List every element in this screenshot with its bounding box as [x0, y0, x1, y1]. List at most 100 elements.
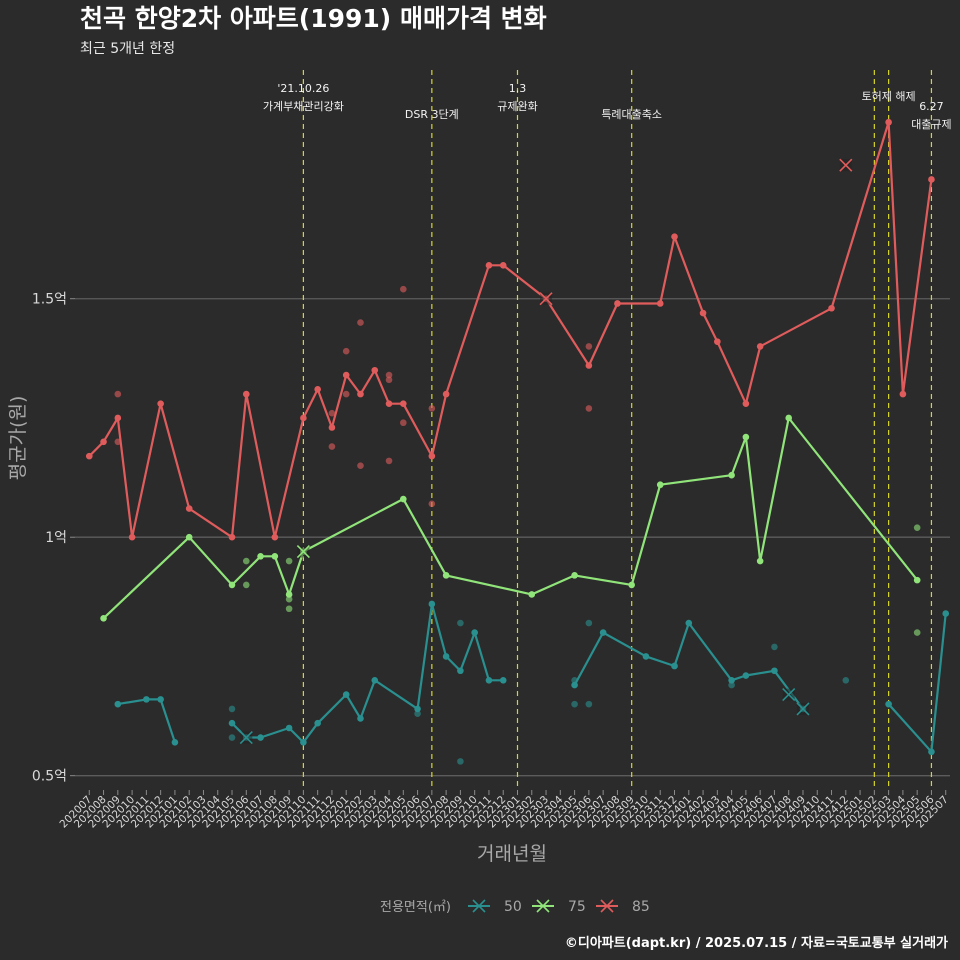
- line-point: [756, 343, 764, 350]
- data-point: [571, 700, 578, 708]
- data-point: [342, 390, 350, 398]
- data-point: [585, 700, 593, 708]
- data-point: [771, 643, 778, 651]
- line-point: [414, 705, 421, 713]
- line-point: [257, 552, 264, 560]
- data-point: [585, 619, 593, 627]
- line-point: [671, 233, 678, 241]
- line-point: [257, 734, 264, 741]
- line-point: [143, 696, 150, 703]
- cancelled-mark: [796, 702, 810, 716]
- line-point: [656, 481, 664, 489]
- grid-lines: [75, 298, 950, 777]
- line-point: [742, 672, 750, 679]
- series-75: [100, 414, 921, 636]
- y-tick-label: 1억: [45, 530, 67, 546]
- series-line: [231, 602, 504, 744]
- line-point: [714, 338, 721, 345]
- data-point: [342, 347, 350, 355]
- data-point: [457, 619, 464, 627]
- line-point: [913, 576, 921, 584]
- line-point: [300, 739, 307, 746]
- line-point: [114, 414, 122, 422]
- line-point: [228, 581, 236, 589]
- line-point: [357, 390, 364, 398]
- x-axis-title: 거래년월: [477, 843, 547, 865]
- data-point: [913, 524, 921, 531]
- line-point: [928, 176, 935, 183]
- line-point: [742, 400, 750, 407]
- legend-item-50: 50: [468, 899, 522, 915]
- line-point: [228, 719, 236, 727]
- line-point: [942, 610, 950, 617]
- data-point: [585, 405, 593, 412]
- line-point: [442, 653, 450, 660]
- chart-caption: ©디아파트(dapt.kr) / 2025.07.15 / 자료=국토교통부 실…: [565, 935, 948, 951]
- event-label: 특례대출축소: [601, 108, 662, 121]
- line-point: [342, 691, 350, 698]
- line-point: [656, 300, 664, 307]
- legend-label: 75: [568, 899, 586, 915]
- data-point: [328, 409, 336, 417]
- data-point: [728, 681, 735, 689]
- data-point: [285, 557, 293, 565]
- event-label: 1.3 규제완화: [497, 82, 537, 113]
- line-point: [271, 533, 279, 541]
- data-point: [428, 405, 436, 412]
- line-point: [328, 424, 336, 431]
- line-point: [100, 614, 107, 622]
- legend-item-75: 75: [532, 899, 586, 915]
- line-point: [285, 724, 293, 732]
- data-point: [842, 676, 850, 684]
- line-point: [642, 653, 650, 660]
- line-point: [114, 700, 122, 708]
- data-point: [913, 629, 921, 636]
- cancelled-mark: [239, 730, 253, 745]
- line-point: [242, 390, 250, 398]
- legend-label: 50: [504, 899, 522, 915]
- series-line: [102, 416, 919, 620]
- chart-title: 천곡 한양2차 아파트(1991) 매매가격 변화: [80, 4, 547, 33]
- line-point: [428, 452, 436, 460]
- line-point: [671, 662, 678, 670]
- line-point: [228, 533, 236, 541]
- line-point: [756, 557, 764, 565]
- line-point: [314, 386, 321, 393]
- y-axis-title: 평균가(원): [7, 396, 29, 481]
- data-point: [428, 500, 436, 508]
- line-point: [400, 400, 407, 407]
- line-point: [614, 300, 621, 307]
- line-point: [885, 118, 892, 126]
- cancelled-mark: [782, 688, 796, 702]
- series-line: [117, 698, 176, 743]
- line-point: [699, 309, 707, 317]
- series-line: [88, 121, 933, 539]
- chart-subtitle: 최근 5개년 한정: [80, 41, 175, 57]
- legend-title: 전용면적(㎡): [380, 900, 451, 915]
- data-point: [585, 343, 593, 350]
- data-point: [228, 734, 236, 741]
- legend-x-icon: [536, 899, 550, 913]
- line-point: [728, 471, 735, 479]
- series-85: [85, 118, 935, 541]
- line-point: [385, 400, 393, 407]
- data-point: [285, 595, 293, 603]
- line-point: [100, 438, 107, 446]
- data-point: [242, 557, 250, 565]
- line-point: [157, 696, 164, 703]
- line-point: [185, 505, 193, 512]
- cancelled-mark: [839, 158, 853, 172]
- line-point: [457, 667, 464, 675]
- data-point: [414, 710, 421, 717]
- data-point: [385, 371, 393, 379]
- line-point: [628, 581, 635, 589]
- line-point: [428, 600, 436, 608]
- data-point: [385, 457, 393, 465]
- legend-x-icon: [472, 899, 486, 913]
- line-point: [728, 676, 735, 684]
- y-axis-ticks: 0.5억 1억 1.5억: [32, 292, 75, 785]
- line-point: [485, 262, 493, 269]
- line-point: [357, 715, 364, 722]
- line-point: [528, 591, 536, 598]
